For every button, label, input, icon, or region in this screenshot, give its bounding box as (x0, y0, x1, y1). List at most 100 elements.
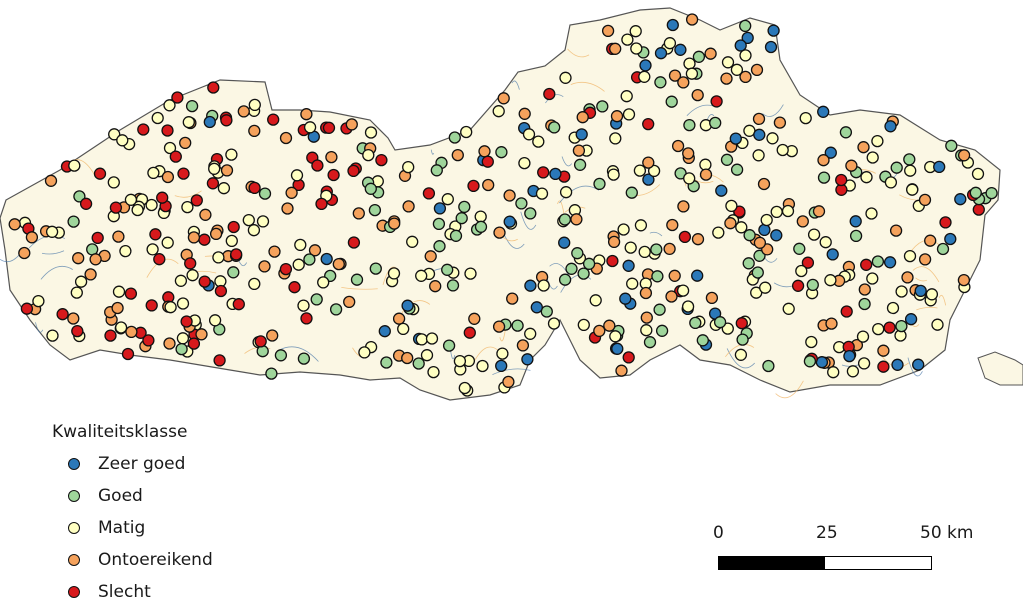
measurement-point[interactable] (866, 151, 879, 164)
measurement-point[interactable] (972, 203, 985, 216)
measurement-point[interactable] (918, 193, 932, 207)
measurement-point[interactable] (406, 235, 419, 248)
measurement-point[interactable] (936, 242, 950, 256)
measurement-point[interactable] (369, 262, 382, 275)
measurement-point[interactable] (458, 200, 471, 214)
measurement-point[interactable] (206, 177, 220, 190)
measurement-point[interactable] (364, 126, 378, 139)
measurement-point[interactable] (601, 24, 615, 38)
measurement-point[interactable] (860, 258, 873, 271)
measurement-point[interactable] (402, 200, 415, 213)
measurement-point[interactable] (685, 13, 699, 26)
measurement-point[interactable] (227, 266, 240, 279)
measurement-point[interactable] (609, 42, 622, 55)
measurement-point[interactable] (622, 108, 636, 121)
measurement-point[interactable] (720, 153, 734, 166)
measurement-point[interactable] (415, 269, 428, 282)
measurement-point[interactable] (453, 354, 467, 368)
measurement-point[interactable] (877, 360, 890, 373)
measurement-point[interactable] (46, 329, 59, 342)
measurement-point[interactable] (640, 324, 653, 337)
measurement-point[interactable] (401, 351, 414, 365)
measurement-point[interactable] (303, 121, 317, 134)
measurement-point[interactable] (634, 219, 648, 232)
measurement-point[interactable] (753, 236, 767, 249)
measurement-point[interactable] (56, 308, 69, 321)
measurement-point[interactable] (481, 155, 494, 168)
measurement-point[interactable] (464, 267, 477, 280)
measurement-point[interactable] (142, 334, 155, 347)
measurement-point[interactable] (753, 249, 766, 262)
measurement-point[interactable] (232, 298, 245, 311)
measurement-point[interactable] (214, 284, 228, 298)
measurement-point[interactable] (742, 257, 755, 270)
measurement-point[interactable] (666, 18, 679, 32)
measurement-point[interactable] (760, 213, 773, 227)
measurement-point[interactable] (817, 105, 830, 118)
measurement-point[interactable] (683, 57, 696, 70)
measurement-point[interactable] (492, 320, 506, 333)
measurement-point[interactable] (503, 189, 516, 202)
measurement-point[interactable] (890, 161, 903, 174)
measurement-point[interactable] (294, 238, 307, 252)
measurement-point[interactable] (895, 285, 908, 298)
measurement-point[interactable] (877, 344, 890, 357)
measurement-point[interactable] (796, 215, 809, 228)
measurement-point[interactable] (290, 169, 304, 182)
measurement-point[interactable] (668, 269, 681, 282)
measurement-point[interactable] (375, 153, 388, 167)
measurement-point[interactable] (68, 159, 81, 172)
measurement-point[interactable] (622, 259, 635, 272)
measurement-point[interactable] (279, 131, 293, 145)
measurement-point[interactable] (45, 225, 59, 238)
measurement-point[interactable] (254, 335, 267, 348)
measurement-point[interactable] (558, 213, 572, 226)
measurement-point[interactable] (674, 43, 687, 56)
measurement-point[interactable] (124, 193, 138, 206)
measurement-point[interactable] (137, 123, 150, 136)
measurement-point[interactable] (819, 236, 832, 249)
measurement-point[interactable] (824, 274, 837, 287)
measurement-point[interactable] (429, 280, 442, 293)
measurement-point[interactable] (401, 299, 414, 312)
measurement-point[interactable] (858, 297, 871, 311)
measurement-point[interactable] (492, 105, 505, 118)
measurement-point[interactable] (181, 200, 194, 214)
measurement-point[interactable] (866, 272, 879, 285)
measurement-point[interactable] (467, 179, 480, 193)
measurement-point[interactable] (433, 240, 446, 253)
measurement-point[interactable] (281, 202, 294, 215)
measurement-point[interactable] (607, 235, 621, 249)
measurement-point[interactable] (311, 159, 324, 172)
measurement-point[interactable] (522, 128, 536, 141)
measurement-point[interactable] (145, 299, 158, 312)
measurement-point[interactable] (647, 164, 661, 178)
measurement-point[interactable] (495, 146, 508, 159)
measurement-point[interactable] (858, 283, 871, 296)
measurement-point[interactable] (629, 25, 642, 38)
measurement-point[interactable] (610, 110, 624, 123)
measurement-point[interactable] (176, 332, 190, 345)
measurement-point[interactable] (511, 319, 524, 332)
measurement-point[interactable] (93, 167, 107, 180)
measurement-point[interactable] (279, 262, 293, 276)
measurement-point[interactable] (535, 187, 549, 200)
measurement-point[interactable] (112, 230, 125, 243)
measurement-point[interactable] (925, 288, 939, 301)
measurement-point[interactable] (292, 258, 305, 271)
measurement-point[interactable] (497, 92, 510, 105)
measurement-point[interactable] (493, 226, 506, 239)
measurement-point[interactable] (845, 159, 858, 172)
measurement-point[interactable] (826, 248, 839, 261)
measurement-point[interactable] (25, 231, 39, 244)
measurement-point[interactable] (503, 215, 516, 228)
measurement-point[interactable] (654, 76, 667, 89)
measurement-point[interactable] (402, 160, 415, 174)
measurement-point[interactable] (502, 375, 515, 389)
measurement-point[interactable] (147, 166, 160, 180)
measurement-point[interactable] (352, 207, 365, 220)
measurement-point[interactable] (621, 33, 634, 46)
measurement-point[interactable] (247, 224, 261, 237)
measurement-point[interactable] (767, 24, 780, 37)
measurement-point[interactable] (433, 202, 447, 215)
